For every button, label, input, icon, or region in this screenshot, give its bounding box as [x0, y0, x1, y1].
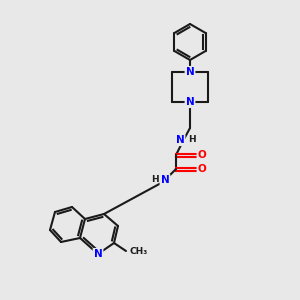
Text: N: N: [186, 97, 194, 107]
Text: N: N: [160, 175, 169, 185]
Text: N: N: [176, 135, 184, 145]
Text: H: H: [151, 176, 159, 184]
Text: CH₃: CH₃: [130, 247, 148, 256]
Text: N: N: [186, 67, 194, 77]
Text: N: N: [94, 249, 102, 259]
Text: O: O: [198, 150, 206, 160]
Text: O: O: [198, 164, 206, 174]
Text: H: H: [188, 136, 196, 145]
